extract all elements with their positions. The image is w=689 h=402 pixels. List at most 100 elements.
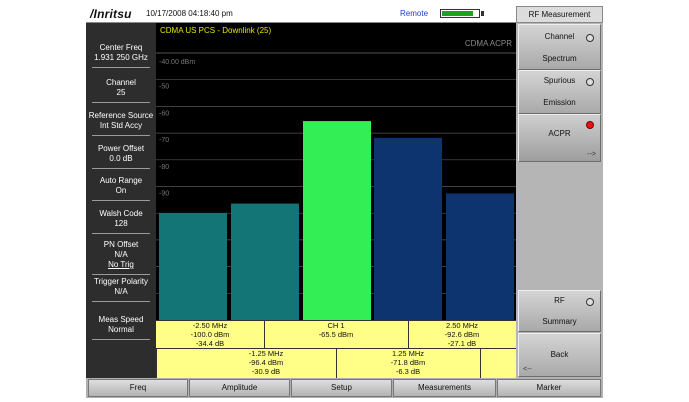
param-center-freq-line: Center Freq — [99, 43, 143, 52]
param-separator — [92, 135, 150, 136]
acpr-plot: CDMA US PCS - Downlink (25) CDMA ACPR -40.… — [156, 23, 516, 320]
button-label: ACPR — [548, 129, 571, 138]
param-trigger-polarity-line: N/A — [114, 287, 128, 296]
battery-icon — [440, 9, 480, 18]
readout-center-channel: CH 1 -65.5 dBm — [264, 321, 408, 339]
param-walsh-code-line: Walsh Code — [99, 209, 143, 218]
battery-fill — [442, 11, 473, 16]
submenu-arrow-icon: --> — [587, 151, 596, 158]
readout-text: -2.50 MHz — [192, 321, 228, 330]
button-label: Spectrum — [542, 54, 577, 63]
main-menu-bar: Freq Amplitude Setup Measurements Marker — [86, 378, 603, 398]
param-pn-offset-line: N/A — [114, 250, 128, 259]
y-tick-label: -50 — [159, 84, 169, 91]
acpr-bar — [374, 137, 442, 320]
button-label: RF — [554, 296, 565, 305]
radio-off-icon — [586, 78, 594, 86]
param-separator — [92, 339, 150, 340]
acpr-bar — [231, 203, 299, 320]
param-meas-speed: Meas Speed Normal — [86, 315, 156, 335]
menu-measurements-button[interactable]: Measurements — [393, 379, 496, 397]
param-power-offset-line: Power Offset — [97, 144, 145, 153]
readout-vline — [480, 348, 481, 378]
readout-text: 2.50 MHz — [445, 321, 479, 330]
readout-upper-1-25: 1.25 MHz -71.8 dBm -6.3 dB — [336, 349, 480, 376]
anritsu-logo: /Inritsu — [90, 7, 132, 21]
ref-level-label: -40.00 dBm — [159, 59, 195, 66]
readout-vline — [156, 348, 157, 378]
param-reference-source-line: Int Std Accy — [99, 121, 143, 130]
plot-svg: CDMA US PCS - Downlink (25) CDMA ACPR -40.… — [156, 26, 516, 320]
y-tick-label: -70 — [159, 137, 169, 144]
y-tick-label: -60 — [159, 110, 169, 117]
readout-vline — [264, 320, 265, 348]
readout-text: -100.0 dBm — [190, 330, 230, 339]
param-auto-range-line: On — [115, 186, 127, 195]
softkey-panel: RF Measurement Channel Spectrum Spurious… — [516, 6, 603, 378]
param-pn-offset: PN Offset N/A No Trig — [86, 240, 156, 270]
softkey-menu-title: RF Measurement — [516, 6, 603, 23]
param-meas-speed-line: Meas Speed — [98, 315, 144, 324]
readout-text: -34.4 dB — [195, 339, 225, 348]
param-power-offset-line: 0.0 dB — [109, 154, 133, 163]
readout-text: -96.4 dBm — [248, 358, 284, 367]
param-pn-offset-line: PN Offset — [103, 240, 139, 249]
param-pn-offset-line: No Trig — [108, 260, 134, 269]
back-arrow-icon: <-- — [523, 366, 532, 373]
date-time: 10/17/2008 04:18:40 pm — [146, 9, 233, 18]
readout-lower-2-50: -2.50 MHz -100.0 dBm -34.4 dB — [156, 321, 264, 348]
readout-text: -92.6 dBm — [444, 330, 480, 339]
spurious-emission-button[interactable]: Spurious Emission — [518, 70, 601, 114]
button-label: Emission — [543, 98, 576, 107]
param-auto-range: Auto Range On — [86, 176, 156, 196]
param-meas-speed-line: Normal — [108, 325, 134, 334]
readout-vline — [336, 348, 337, 378]
acpr-button[interactable]: ACPR --> — [518, 114, 601, 162]
param-reference-source: Reference Source Int Std Accy — [86, 111, 156, 131]
menu-marker-button[interactable]: Marker — [497, 379, 601, 397]
param-walsh-code: Walsh Code 128 — [86, 209, 156, 229]
button-label: Channel — [544, 32, 575, 41]
acpr-bar — [446, 193, 514, 320]
back-button[interactable]: Back <-- — [518, 333, 601, 377]
param-separator — [92, 301, 150, 302]
readout-upper-2-50: 2.50 MHz -92.6 dBm -27.1 dB — [408, 321, 516, 348]
radio-off-icon — [586, 34, 594, 42]
param-separator — [92, 200, 150, 201]
param-center-freq: Center Freq 1.931 250 GHz — [86, 43, 156, 63]
menu-amplitude-button[interactable]: Amplitude — [189, 379, 290, 397]
param-channel-line: Channel — [106, 78, 136, 87]
param-separator — [92, 102, 150, 103]
acpr-bar — [303, 121, 371, 320]
param-separator — [92, 168, 150, 169]
y-tick-label: -90 — [159, 191, 169, 198]
title-bar: /Inritsu 10/17/2008 04:18:40 pm Remote — [86, 6, 516, 23]
y-tick-label: -80 — [159, 164, 169, 171]
button-label: Back — [550, 350, 569, 359]
button-label: Spurious — [543, 76, 576, 85]
readout-lower-1-25: -1.25 MHz -96.4 dBm -30.9 dB — [196, 349, 336, 376]
param-channel-line: 25 — [116, 88, 126, 97]
param-reference-source-line: Reference Source — [88, 111, 154, 120]
readout-vline — [408, 320, 409, 348]
param-auto-range-line: Auto Range — [99, 176, 143, 185]
battery-tip — [481, 11, 484, 16]
param-separator — [92, 233, 150, 234]
acpr-bar — [159, 213, 227, 320]
readout-text: -27.1 dB — [447, 339, 477, 348]
readout-text: -65.5 dBm — [318, 330, 354, 339]
param-channel: Channel 25 — [86, 78, 156, 98]
rf-summary-button[interactable]: RF Summary — [518, 290, 601, 332]
param-trigger-polarity: Trigger Polarity N/A — [86, 277, 156, 297]
radio-on-icon — [586, 121, 594, 129]
menu-setup-button[interactable]: Setup — [291, 379, 392, 397]
radio-off-icon — [586, 298, 594, 306]
param-separator — [92, 67, 150, 68]
readout-text: 1.25 MHz — [391, 349, 425, 358]
menu-freq-button[interactable]: Freq — [88, 379, 188, 397]
readout-text: -71.8 dBm — [390, 358, 426, 367]
readout-text: -1.25 MHz — [248, 349, 284, 358]
button-label: Summary — [542, 317, 577, 326]
plot-subtitle: CDMA US PCS - Downlink (25) — [160, 26, 271, 35]
channel-spectrum-button[interactable]: Channel Spectrum — [518, 24, 601, 70]
